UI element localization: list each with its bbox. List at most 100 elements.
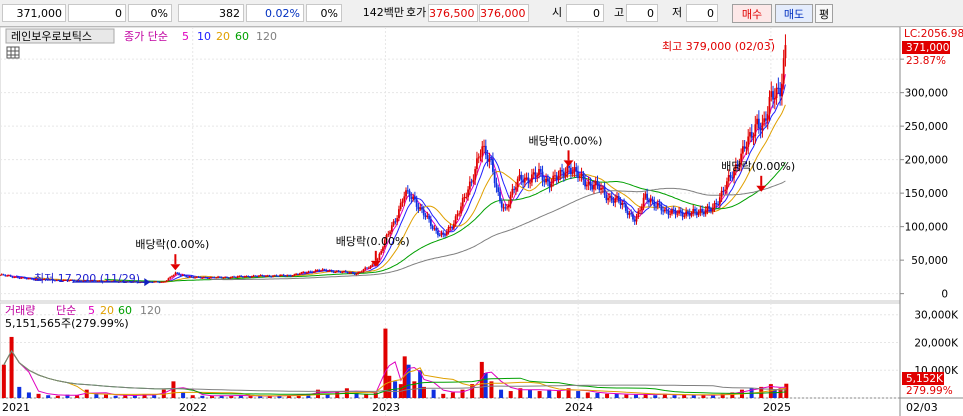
price-candle — [727, 169, 730, 187]
volume-bar — [441, 393, 446, 398]
price-candle — [2, 273, 5, 276]
price-candle — [305, 271, 308, 274]
price-candle — [367, 266, 370, 269]
price-candle — [215, 277, 218, 279]
dividend-label: 배당락(0.00%) — [336, 235, 410, 248]
stock-name-box[interactable] — [5, 28, 115, 44]
price-candle — [48, 278, 51, 281]
price-candle — [153, 281, 156, 283]
price-candle — [738, 158, 741, 172]
open-value: 0 — [566, 4, 604, 22]
price-candle — [59, 279, 62, 282]
price-candle — [642, 193, 645, 210]
volume-bar — [152, 395, 157, 398]
price-candle — [704, 206, 707, 217]
price-candle — [699, 205, 702, 217]
volume-bar — [643, 393, 648, 398]
price-candle — [511, 183, 514, 198]
volume-pct: 0.02% — [246, 4, 304, 22]
volume-bar — [94, 393, 99, 398]
price-axis-ticks: 0 50,000 100,000 150,000 200,000 250,000 300,0… — [900, 58, 948, 301]
price-tick-label: 250,000 — [905, 121, 948, 133]
price-candle — [546, 174, 549, 187]
grid-settings-icon[interactable] — [6, 46, 20, 59]
price-candle — [240, 274, 243, 277]
price-candle — [529, 178, 532, 189]
price-candle — [463, 193, 466, 203]
volume-ma-line — [3, 349, 787, 397]
price-candle — [62, 279, 65, 282]
volume-bar — [229, 395, 234, 398]
volume-bar — [190, 395, 195, 398]
volume-bar — [450, 392, 455, 398]
price-candle — [585, 181, 588, 191]
price-candle — [624, 202, 627, 214]
price-candle — [609, 192, 611, 203]
price-candle — [0, 274, 1, 276]
buy-button[interactable]: 매수 — [732, 4, 772, 23]
price-candle — [493, 169, 496, 188]
price-candle — [238, 275, 241, 278]
price-candle — [202, 276, 205, 279]
price-candle — [692, 204, 695, 217]
price-candle — [781, 73, 783, 106]
volume-bar — [238, 395, 243, 398]
price-candle — [515, 181, 517, 195]
price-candle — [743, 139, 746, 152]
price-candle — [413, 191, 416, 203]
price-candle — [268, 274, 271, 278]
price-candles — [0, 34, 787, 284]
price-candle — [433, 225, 436, 231]
price-candle — [623, 198, 626, 208]
price-candle — [187, 276, 189, 278]
price-candle — [16, 276, 19, 279]
open-label: 시 — [552, 6, 563, 19]
price-candle — [717, 201, 719, 207]
price-candle — [520, 171, 523, 186]
price-candle — [674, 207, 677, 219]
price-candle — [502, 203, 505, 212]
price-candle — [681, 208, 684, 221]
price-candle — [270, 275, 273, 278]
price-candle — [197, 275, 200, 278]
volume-bar — [181, 392, 186, 398]
x-label-2022: 2022 — [179, 401, 207, 414]
sell-button[interactable]: 매도 — [775, 4, 813, 23]
price-candle — [445, 229, 448, 237]
price-candle — [266, 274, 269, 277]
price-candle — [399, 198, 402, 212]
price-ma-20-label: 20 — [216, 30, 230, 43]
price-candle — [289, 274, 292, 277]
price-candle — [250, 275, 253, 279]
price-candle — [291, 274, 294, 277]
price-candle — [534, 166, 537, 183]
price-candle — [194, 276, 196, 279]
flat-button[interactable]: 평 — [815, 4, 833, 23]
price-candle — [320, 269, 322, 272]
price-indicator-label: 종가 단순 — [124, 30, 168, 43]
volume-bar — [387, 375, 392, 398]
volume-panel — [0, 302, 901, 399]
price-ma-120-label: 120 — [256, 30, 277, 43]
price-candle — [545, 173, 547, 185]
volume-bar — [576, 391, 581, 398]
price-candle — [685, 207, 688, 219]
price-candle — [226, 276, 228, 279]
volume-tick-label: 20,000K — [914, 337, 959, 349]
volume-bar — [306, 393, 311, 398]
price-candle — [357, 271, 360, 275]
price-candle — [417, 203, 420, 213]
price-candle — [158, 281, 161, 284]
volume-bar — [537, 391, 542, 398]
price-candle — [759, 122, 762, 139]
price-candle — [679, 207, 682, 217]
price-candle — [449, 223, 452, 231]
price-candle — [734, 157, 737, 176]
price-candle — [594, 176, 597, 191]
price-candle — [204, 276, 207, 279]
price-candle — [55, 279, 58, 282]
price-candle — [298, 272, 301, 276]
price-candle — [9, 274, 12, 277]
price-candle — [491, 152, 494, 175]
price-candle — [461, 194, 464, 211]
